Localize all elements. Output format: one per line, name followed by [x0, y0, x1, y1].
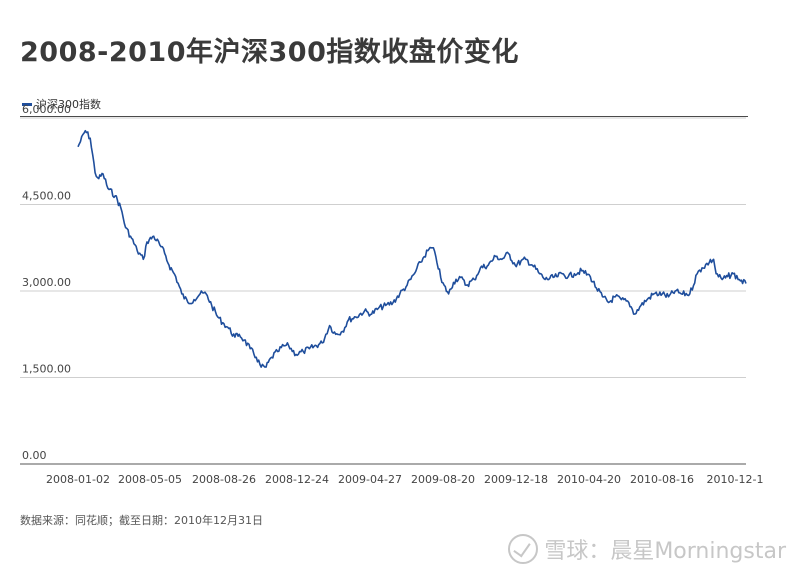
x-tick-label: 2010-08-16 — [630, 473, 694, 486]
y-tick-label: 6,000.00 — [22, 103, 71, 116]
watermark: 雪球：晨星Morningstar — [508, 533, 786, 565]
x-tick-label: 2008-05-05 — [118, 473, 182, 486]
x-tick-label: 2010-12-1 — [707, 473, 764, 486]
chart-title: 2008-2010年沪深300指数收盘价变化 — [20, 37, 519, 68]
data-source-note: 数据来源：同花顺；截至日期：2010年12月31日 — [20, 514, 263, 527]
x-tick-label: 2009-08-20 — [411, 473, 475, 486]
y-tick-label: 0.00 — [22, 449, 47, 462]
watermark-text: 雪球：晨星Morningstar — [544, 539, 786, 564]
snowball-logo-icon — [508, 534, 539, 564]
x-tick-label: 2008-12-24 — [265, 473, 329, 486]
x-tick-label: 2009-04-27 — [338, 473, 402, 486]
line-chart: 0.00 1,500.00 3,000.00 4,500.00 6,000.00 2008… — [20, 103, 764, 486]
series-line-csi300 — [77, 129, 747, 368]
y-tick-label: 4,500.00 — [22, 190, 71, 203]
legend-label: 沪深300指数 — [36, 98, 101, 111]
chart-top-border — [20, 116, 748, 117]
x-tick-label: 2009-12-18 — [484, 473, 548, 486]
y-tick-label: 3,000.00 — [22, 276, 71, 289]
x-tick-label: 2008-01-02 — [46, 473, 110, 486]
x-tick-label: 2010-04-20 — [557, 473, 621, 486]
legend: 沪深300指数 — [22, 96, 101, 112]
x-tick-label: 2008-08-26 — [192, 473, 256, 486]
y-tick-label: 1,500.00 — [22, 363, 71, 376]
legend-swatch — [22, 102, 32, 106]
